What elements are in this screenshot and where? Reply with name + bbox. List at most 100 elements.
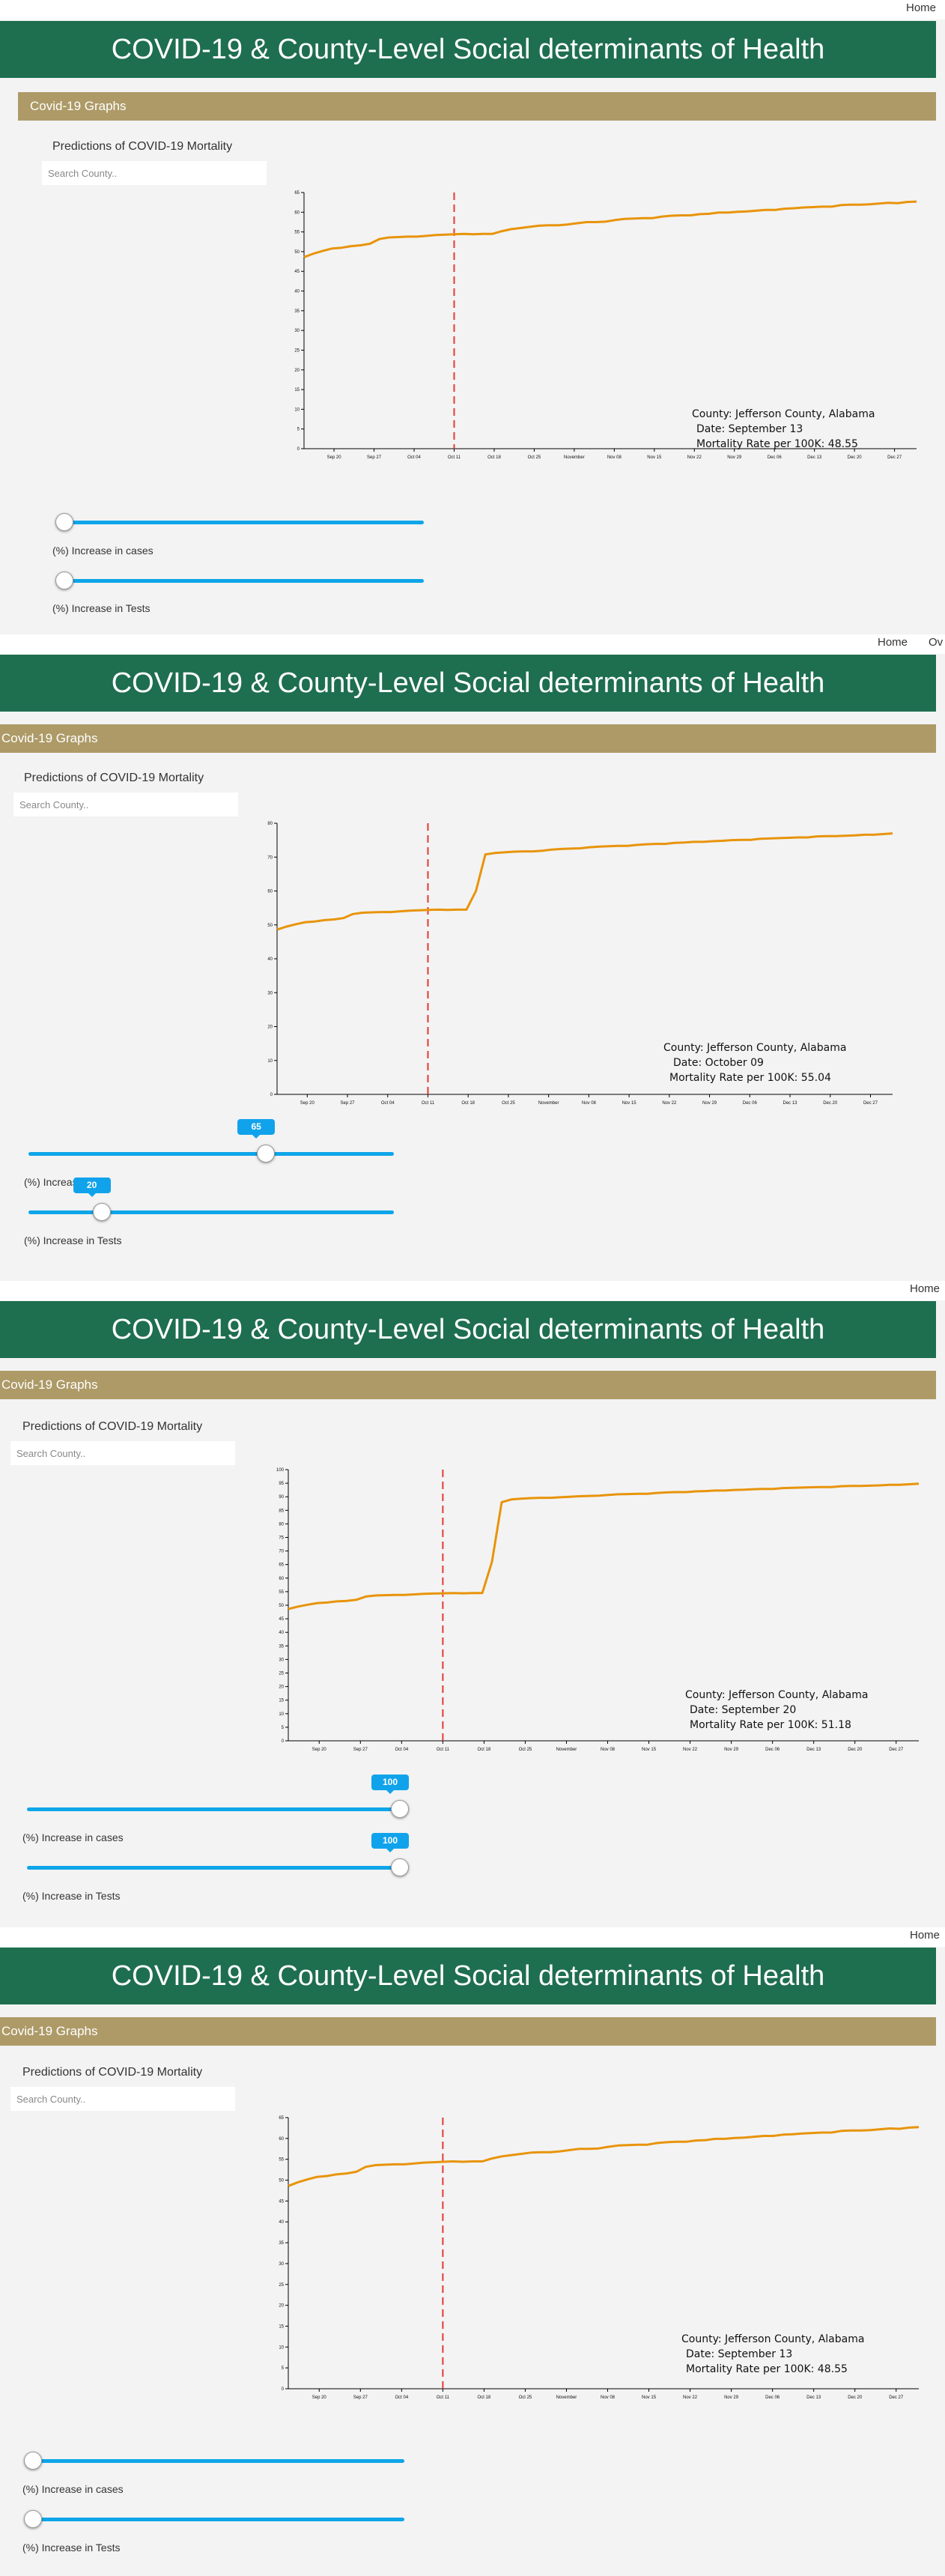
- x-tick-label: Oct 11: [422, 1101, 435, 1106]
- search-county-input[interactable]: [10, 2087, 235, 2111]
- mortality-chart: 0 5 10 15 20 25 30 35 40 45 50 55 60 65 Sep 20 Sep 27 Oc…: [294, 191, 917, 460]
- cases-slider-track[interactable]: [33, 2459, 404, 2463]
- mortality-series-line: [288, 2126, 920, 2187]
- circle-thumb-icon[interactable]: [55, 513, 73, 531]
- y-tick-label: 65: [279, 2116, 284, 2121]
- x-tick-label: Nov 29: [727, 455, 742, 460]
- tests-slider-track[interactable]: [27, 1866, 400, 1870]
- y-tick-label: 55: [279, 1590, 284, 1595]
- y-tick-label: 25: [294, 348, 300, 353]
- y-tick-label: 70: [279, 1550, 284, 1554]
- tests-slider[interactable]: 100: [27, 1833, 409, 1879]
- covid-graphs-bar[interactable]: Covid-19 Graphs: [0, 724, 936, 753]
- x-tick-label: Dec 06: [765, 2395, 780, 2400]
- predictions-title: Predictions of COVID-19 Mortality: [22, 2066, 203, 2079]
- y-tick-label: 30: [294, 329, 300, 333]
- covid-graphs-bar[interactable]: Covid-19 Graphs: [18, 92, 936, 121]
- nav-home-link[interactable]: Home: [906, 1, 937, 14]
- circle-thumb-icon[interactable]: [391, 1800, 409, 1818]
- y-tick-label: 40: [279, 1631, 284, 1635]
- x-tick-label: Oct 04: [395, 1748, 408, 1752]
- y-tick-label: 5: [297, 428, 300, 432]
- x-tick-label: Dec 13: [806, 2395, 821, 2400]
- x-tick-label: Oct 25: [502, 1101, 515, 1106]
- tests-value-bubble: 20: [73, 1178, 111, 1197]
- tests-value-bubble: 100: [371, 1833, 409, 1852]
- y-tick-label: 15: [279, 1699, 284, 1703]
- tests-slider-track[interactable]: [33, 2518, 404, 2521]
- y-tick-label: 55: [279, 2158, 284, 2163]
- x-tick-label: Nov 15: [642, 1748, 657, 1752]
- x-tick-label: Dec 06: [743, 1101, 758, 1106]
- circle-thumb-icon[interactable]: [257, 1145, 276, 1163]
- x-tick-label: Oct 04: [395, 2395, 408, 2400]
- y-tick-label: 95: [279, 1482, 284, 1486]
- tests-slider-label: (%) Increase in Tests: [22, 1890, 121, 1902]
- readout-county: County: Jefferson County, Alabama: [685, 1689, 868, 1701]
- nav-home-link[interactable]: Home: [910, 1929, 941, 1942]
- circle-thumb-icon[interactable]: [391, 1858, 409, 1876]
- mortality-chart: 0 5 10 15 20 25 30 35 40 45 50 55 60 65 70 75 80 85 90 95 10…: [276, 1468, 920, 1752]
- x-tick-label: Sep 27: [367, 455, 382, 460]
- y-tick-label: 40: [279, 2220, 284, 2225]
- y-tick-label: 30: [279, 2262, 284, 2267]
- circle-thumb-icon[interactable]: [55, 572, 73, 590]
- circle-thumb-icon[interactable]: [24, 2452, 42, 2470]
- cases-slider[interactable]: 100: [27, 1775, 409, 1820]
- x-tick-label: Oct 25: [519, 2395, 532, 2400]
- tests-slider[interactable]: [24, 2508, 404, 2530]
- x-tick-label: November: [538, 1101, 559, 1106]
- y-tick-label: 75: [279, 1536, 284, 1541]
- cases-slider[interactable]: [24, 2449, 404, 2472]
- x-tick-label: Dec 13: [807, 455, 822, 460]
- nav-overview-link[interactable]: Ov: [929, 636, 944, 649]
- circle-thumb-icon[interactable]: [24, 2510, 42, 2528]
- cases-slider-track[interactable]: [27, 1807, 400, 1811]
- page-title-banner: COVID-19 & County-Level Social determina…: [0, 655, 936, 712]
- y-tick-label: 65: [279, 1563, 284, 1568]
- y-tick-label: 90: [279, 1495, 284, 1500]
- tests-slider[interactable]: 20: [28, 1178, 394, 1223]
- y-tick-label: 10: [294, 407, 300, 412]
- x-tick-label: Dec 06: [765, 1748, 780, 1752]
- x-tick-label: Nov 22: [683, 1748, 698, 1752]
- y-tick-label: 10: [279, 1712, 284, 1717]
- y-tick-label: 0: [282, 2387, 285, 2392]
- readout-rate: Mortality Rate per 100K: 55.04: [669, 1072, 831, 1084]
- cases-slider[interactable]: [55, 511, 424, 533]
- top-nav: Home: [0, 1281, 945, 1300]
- x-tick-label: Dec 06: [768, 455, 783, 460]
- y-tick-label: 60: [279, 2137, 284, 2142]
- x-tick-label: Dec 13: [806, 1748, 821, 1752]
- y-tick-label: 5: [282, 1726, 285, 1730]
- y-tick-label: 50: [279, 1604, 284, 1608]
- search-county-input[interactable]: [10, 1441, 235, 1465]
- cases-slider[interactable]: 65: [28, 1119, 394, 1165]
- cases-slider-track[interactable]: [64, 521, 424, 524]
- y-tick-label: 85: [279, 1509, 284, 1513]
- nav-home-link[interactable]: Home: [878, 636, 908, 649]
- covid-graphs-bar[interactable]: Covid-19 Graphs: [0, 1371, 936, 1399]
- x-tick-label: Oct 25: [519, 1748, 532, 1752]
- mortality-chart: 0 10 20 30 40 50 60 70 80 Sep 20 Sep 27 Oct 04 Oct 1…: [267, 822, 893, 1106]
- y-tick-label: 80: [267, 822, 273, 826]
- x-tick-label: Dec 20: [848, 1748, 863, 1752]
- tests-slider[interactable]: [55, 569, 424, 592]
- dashboard-panel-2: Home Ov COVID-19 & County-Level Social d…: [0, 634, 945, 1281]
- y-tick-label: 40: [294, 290, 300, 294]
- search-county-input[interactable]: [13, 793, 238, 816]
- cases-slider-track[interactable]: [28, 1152, 394, 1156]
- search-county-input[interactable]: [42, 161, 267, 185]
- nav-home-link[interactable]: Home: [910, 1282, 941, 1295]
- y-tick-label: 20: [267, 1025, 273, 1030]
- x-tick-label: November: [556, 1748, 577, 1752]
- y-tick-label: 60: [294, 210, 300, 215]
- covid-graphs-bar[interactable]: Covid-19 Graphs: [0, 2017, 936, 2046]
- y-tick-label: 15: [294, 388, 300, 393]
- x-tick-label: Sep 27: [353, 1748, 368, 1752]
- x-tick-label: Nov 29: [724, 1748, 739, 1752]
- circle-thumb-icon[interactable]: [92, 1203, 111, 1221]
- tests-slider-track[interactable]: [28, 1210, 394, 1214]
- tests-slider-track[interactable]: [64, 579, 424, 583]
- y-tick-label: 70: [267, 855, 273, 860]
